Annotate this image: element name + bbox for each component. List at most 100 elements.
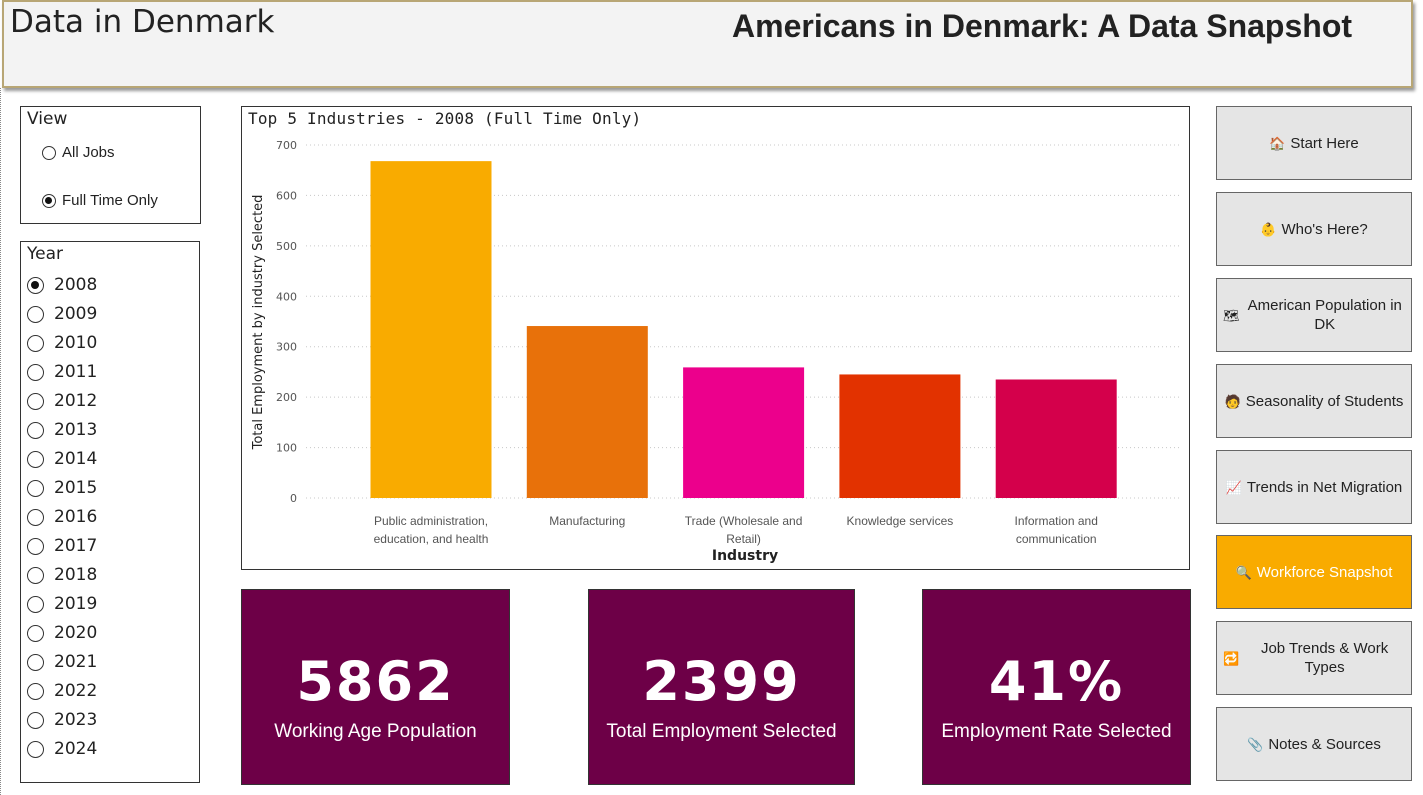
nav-whos-here-button[interactable]: 👶 Who's Here? [1216, 192, 1412, 266]
nav-job-trends-button[interactable]: 🔁 Job Trends & Work Types [1216, 621, 1412, 695]
year-option-label: 2012 [54, 391, 98, 411]
radio-button[interactable] [27, 421, 44, 439]
year-option-2016[interactable]: 2016 [27, 507, 97, 527]
person-icon: 👶 [1260, 221, 1277, 237]
radio-button[interactable] [27, 595, 44, 613]
house-icon: 🏠 [1269, 135, 1286, 151]
year-option-2011[interactable]: 2011 [27, 362, 97, 382]
nav-net-migration-button[interactable]: 📈 Trends in Net Migration [1216, 450, 1412, 524]
view-option-full-time[interactable]: Full Time Only [42, 192, 158, 209]
y-tick-label: 400 [276, 290, 297, 303]
nav-start-here-button[interactable]: 🏠 Start Here [1216, 106, 1412, 180]
x-tick-label: Knowledge services [847, 514, 954, 528]
year-option-2015[interactable]: 2015 [27, 478, 97, 498]
year-option-2021[interactable]: 2021 [27, 652, 97, 672]
y-tick-label: 200 [276, 391, 297, 404]
year-option-label: 2018 [54, 565, 98, 585]
x-tick-label: Retail) [726, 532, 761, 546]
radio-button[interactable] [27, 479, 44, 497]
year-option-label: 2024 [54, 739, 98, 759]
radio-button[interactable] [27, 450, 44, 468]
radio-button[interactable] [27, 566, 44, 584]
radio-button[interactable] [27, 508, 44, 526]
chart-title: Top 5 Industries - 2008 (Full Time Only) [248, 109, 642, 128]
radio-button[interactable] [27, 363, 44, 381]
nav-label: Seasonality of Students [1245, 392, 1404, 410]
year-slicer: Year 2008 2009 2010 2011 2012 2013 2014 2015 201… [20, 241, 200, 783]
kpi-employment-rate: 41% Employment Rate Selected [922, 589, 1191, 785]
y-tick-label: 100 [276, 442, 297, 455]
x-axis-title: Industry [712, 548, 778, 564]
radio-button[interactable] [42, 145, 56, 160]
year-option-2010[interactable]: 2010 [27, 333, 97, 353]
year-option-2009[interactable]: 2009 [27, 304, 97, 324]
site-title: Data in Denmark [10, 4, 275, 40]
kpi-value: 2399 [642, 650, 801, 713]
year-option-label: 2022 [54, 681, 98, 701]
nav-label: Job Trends & Work Types [1260, 640, 1389, 676]
radio-button[interactable] [27, 624, 44, 642]
kpi-label: Working Age Population [274, 721, 477, 742]
page-title: Americans in Denmark: A Data Snapshot [732, 8, 1353, 44]
radio-button[interactable] [27, 537, 44, 555]
x-tick-label: Public administration, [374, 514, 488, 528]
year-option-2012[interactable]: 2012 [27, 391, 97, 411]
view-slicer-title: View [27, 109, 68, 129]
year-option-label: 2009 [54, 304, 98, 324]
year-option-label: 2014 [54, 449, 98, 469]
radio-button-selected[interactable] [42, 193, 56, 208]
radio-button[interactable] [27, 740, 44, 758]
year-option-label: 2008 [54, 275, 98, 295]
year-option-2022[interactable]: 2022 [27, 681, 97, 701]
bar [683, 367, 805, 498]
year-option-2019[interactable]: 2019 [27, 594, 97, 614]
radio-button[interactable] [27, 682, 44, 700]
page-header: Data in Denmark Americans in Denmark: A … [2, 0, 1413, 88]
year-option-2013[interactable]: 2013 [27, 420, 97, 440]
radio-button[interactable] [27, 334, 44, 352]
kpi-value: 41% [988, 650, 1125, 713]
year-option-label: 2017 [54, 536, 98, 556]
chart-increasing-icon: 📈 [1225, 479, 1242, 495]
kpi-value: 5862 [296, 650, 455, 713]
nav-label: American Population in DK [1247, 297, 1402, 333]
y-tick-label: 600 [276, 189, 297, 202]
x-tick-label: Trade (Wholesale and [685, 514, 803, 528]
radio-button[interactable] [27, 392, 44, 410]
radio-button[interactable] [27, 711, 44, 729]
year-option-label: 2011 [54, 362, 98, 382]
view-option-all-jobs[interactable]: All Jobs [42, 144, 115, 161]
nav-label: Start Here [1290, 134, 1359, 152]
year-option-2014[interactable]: 2014 [27, 449, 97, 469]
view-option-label: Full Time Only [62, 192, 158, 209]
year-option-2008[interactable]: 2008 [27, 275, 97, 295]
year-slicer-title: Year [27, 244, 63, 264]
kpi-total-employment: 2399 Total Employment Selected [588, 589, 855, 785]
industry-chart-panel: Top 5 Industries - 2008 (Full Time Only)… [241, 106, 1190, 570]
nav-seasonality-button[interactable]: 🧑 Seasonality of Students [1216, 364, 1412, 438]
nav-label: Trends in Net Migration [1246, 478, 1403, 496]
nav-label: Workforce Snapshot [1256, 563, 1393, 581]
map-icon: 🗺 [1223, 307, 1240, 323]
y-tick-label: 700 [276, 139, 297, 152]
nav-notes-sources-button[interactable]: 📎 Notes & Sources [1216, 707, 1412, 781]
x-tick-label: education, and health [374, 532, 489, 546]
kpi-label: Employment Rate Selected [941, 721, 1172, 742]
year-option-2020[interactable]: 2020 [27, 623, 97, 643]
kpi-working-age-population: 5862 Working Age Population [241, 589, 510, 785]
nav-workforce-snapshot-button[interactable]: 🔍 Workforce Snapshot [1216, 535, 1412, 609]
year-option-label: 2019 [54, 594, 98, 614]
radio-button[interactable] [27, 653, 44, 671]
year-option-2017[interactable]: 2017 [27, 536, 97, 556]
nav-american-population-button[interactable]: 🗺 American Population in DK [1216, 278, 1412, 352]
year-option-2023[interactable]: 2023 [27, 710, 97, 730]
bar [839, 374, 961, 498]
radio-button[interactable] [27, 305, 44, 323]
radio-button-selected[interactable] [27, 276, 44, 294]
year-option-label: 2021 [54, 652, 98, 672]
nav-label: Who's Here? [1281, 220, 1368, 238]
paperclip-icon: 📎 [1247, 736, 1264, 752]
year-option-2018[interactable]: 2018 [27, 565, 97, 585]
year-option-2024[interactable]: 2024 [27, 739, 97, 759]
year-option-label: 2023 [54, 710, 98, 730]
